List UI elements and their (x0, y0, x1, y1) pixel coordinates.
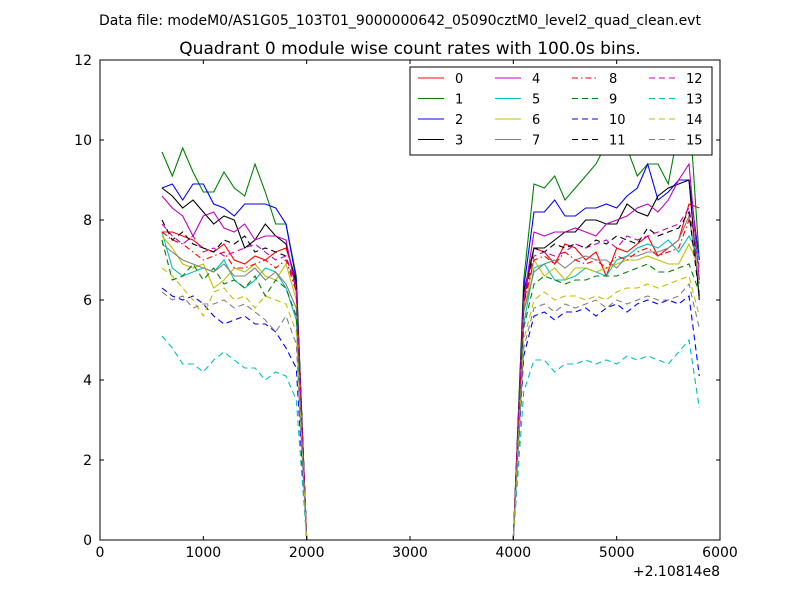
legend-label-2: 2 (455, 113, 463, 128)
y-tick-label: 12 (74, 53, 92, 69)
x-tick-label: 0 (96, 545, 105, 561)
series-line-10 (161, 287, 700, 541)
legend-label-6: 6 (532, 113, 540, 128)
x-tick-label: 6000 (702, 545, 738, 561)
legend-label-12: 12 (686, 72, 703, 87)
legend-label-3: 3 (455, 134, 463, 149)
x-tick-label: 5000 (599, 545, 635, 561)
x-tick-label: 3000 (392, 545, 428, 561)
series-line-5 (161, 231, 700, 541)
chart-title: Quadrant 0 module wise count rates with … (179, 39, 640, 59)
legend-label-8: 8 (609, 72, 617, 87)
legend-label-15: 15 (686, 134, 703, 149)
series-line-9 (161, 239, 700, 541)
legend-frame (409, 66, 713, 156)
legend-label-0: 0 (455, 72, 463, 87)
series-line-13 (161, 335, 700, 541)
series-line-7 (161, 214, 700, 541)
series-line-6 (161, 235, 700, 541)
data-file-label: Data file: modeM0/AS1G05_103T01_90000006… (99, 13, 701, 29)
series-line-0 (162, 203, 700, 541)
series-line-3 (161, 179, 700, 541)
legend-label-14: 14 (686, 113, 703, 128)
legend-label-11: 11 (609, 134, 626, 149)
y-tick-label: 8 (83, 213, 92, 229)
x-tick-label: 2000 (289, 545, 325, 561)
x-tick-label: 1000 (186, 545, 222, 561)
y-tick-label: 6 (83, 293, 92, 309)
y-tick-label: 10 (74, 133, 92, 149)
legend-label-9: 9 (609, 93, 617, 108)
legend-label-1: 1 (455, 93, 463, 108)
x-tick-label: 4000 (496, 545, 532, 561)
legend-label-13: 13 (686, 93, 703, 108)
legend-label-7: 7 (532, 134, 540, 149)
series-line-12 (161, 206, 700, 541)
series-line-15 (161, 282, 700, 541)
legend-label-5: 5 (532, 93, 540, 108)
series-line-1 (161, 103, 700, 541)
axes: 0 1000 2000 3000 4000 5000 6000024681012+2.108… (74, 53, 738, 580)
legend-label-10: 10 (609, 113, 626, 128)
series-line-8 (161, 218, 700, 541)
plot-area (161, 103, 700, 541)
y-tick-label: 2 (83, 453, 92, 469)
series-line-11 (161, 210, 700, 541)
legend-label-4: 4 (532, 72, 540, 87)
series-line-14 (161, 267, 700, 541)
x-offset-label: +2.10814e8 (633, 564, 720, 580)
y-tick-label: 4 (83, 373, 92, 389)
y-tick-label: 0 (83, 533, 92, 549)
